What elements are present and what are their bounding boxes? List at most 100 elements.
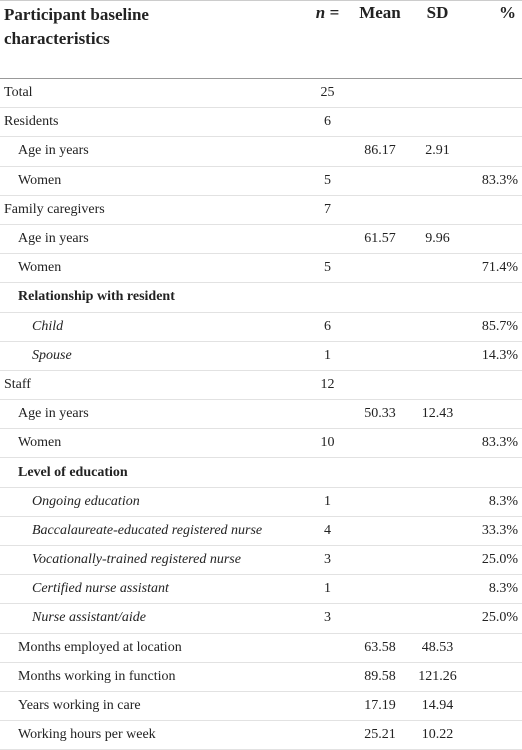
sd-value: 48.53: [410, 633, 465, 663]
percent-value: 25.0%: [465, 603, 522, 634]
percent-value: [465, 662, 522, 692]
mean-value: 17.19: [350, 691, 410, 722]
table-row: Years working in care 17.19 14.94: [0, 691, 522, 722]
mean-value: [350, 107, 410, 138]
mean-value: [350, 428, 410, 459]
n-value: [305, 633, 350, 663]
n-value: 1: [305, 487, 350, 517]
mean-value: [350, 78, 410, 109]
row-label: Total: [0, 78, 305, 109]
table-row: Ongoing education 1 8.3%: [0, 487, 522, 517]
row-label: Age in years: [0, 399, 305, 430]
row-label: Relationship with resident: [0, 282, 305, 313]
percent-value: [465, 136, 522, 167]
n-value: 7: [305, 195, 350, 225]
sd-value: 121.26: [410, 662, 465, 692]
sd-value: [410, 516, 465, 547]
header-n: n =: [305, 0, 350, 79]
row-label: Baccalaureate-educated registered nurse: [0, 516, 305, 547]
sd-value: 14.94: [410, 691, 465, 722]
mean-value: [350, 341, 410, 371]
table-row: Certified nurse assistant 1 8.3%: [0, 574, 522, 605]
row-label: Spouse: [0, 341, 305, 371]
row-label: Staff: [0, 370, 305, 401]
percent-value: 85.7%: [465, 312, 522, 342]
sd-value: [410, 457, 465, 488]
mean-value: [350, 282, 410, 313]
n-value: 3: [305, 603, 350, 634]
mean-value: 25.21: [350, 720, 410, 750]
n-value: 4: [305, 516, 350, 547]
percent-value: 33.3%: [465, 516, 522, 547]
mean-value: [350, 516, 410, 547]
table-row: Baccalaureate-educated registered nurse 4…: [0, 516, 522, 547]
row-label: Vocationally-trained registered nurse: [0, 545, 305, 576]
row-label: Nurse assistant/aide: [0, 603, 305, 634]
mean-value: 89.58: [350, 662, 410, 692]
table-row: Spouse 1 14.3%: [0, 341, 522, 371]
row-label: Residents: [0, 107, 305, 138]
row-label: Women: [0, 253, 305, 284]
percent-value: [465, 691, 522, 722]
n-value: [305, 224, 350, 255]
percent-value: [465, 282, 522, 313]
table-row: Child 6 85.7%: [0, 312, 522, 342]
sd-value: [410, 195, 465, 225]
mean-value: [350, 603, 410, 634]
header-mean: Mean: [350, 0, 410, 79]
row-label: Years working in care: [0, 691, 305, 722]
row-label: Level of education: [0, 457, 305, 488]
row-label: Ongoing education: [0, 487, 305, 517]
table-body: Total 25 Residents 6 Age in years 86.17 2.91 Wo…: [0, 78, 522, 750]
n-value: [305, 399, 350, 430]
sd-value: [410, 107, 465, 138]
sd-value: [410, 166, 465, 196]
sd-value: 9.96: [410, 224, 465, 255]
n-value: 1: [305, 341, 350, 371]
row-label: Working hours per week: [0, 720, 305, 750]
row-label: Months working in function: [0, 662, 305, 692]
percent-value: [465, 633, 522, 663]
row-label: Child: [0, 312, 305, 342]
n-value: 3: [305, 545, 350, 576]
percent-value: [465, 370, 522, 401]
percent-value: [465, 224, 522, 255]
n-value: 1: [305, 574, 350, 605]
n-value: [305, 691, 350, 722]
table-row: Total 25: [0, 78, 522, 109]
table-row: Women 5 83.3%: [0, 166, 522, 196]
n-value: 12: [305, 370, 350, 401]
header-pct: %: [465, 0, 522, 79]
table-row: Residents 6: [0, 107, 522, 138]
header-sd: SD: [410, 0, 465, 79]
n-value: 5: [305, 166, 350, 196]
percent-value: 25.0%: [465, 545, 522, 576]
mean-value: [350, 370, 410, 401]
mean-value: 61.57: [350, 224, 410, 255]
n-value: 5: [305, 253, 350, 284]
table-row: Months working in function 89.58 121.26: [0, 662, 522, 692]
percent-value: 71.4%: [465, 253, 522, 284]
sd-value: [410, 282, 465, 313]
n-value: 6: [305, 312, 350, 342]
percent-value: 83.3%: [465, 428, 522, 459]
row-label: Months employed at location: [0, 633, 305, 663]
table-header: Participant baseline characteristics n =…: [0, 0, 522, 79]
mean-value: [350, 457, 410, 488]
table-row: Months employed at location 63.58 48.53: [0, 633, 522, 663]
table-row: Vocationally-trained registered nurse 3 25…: [0, 545, 522, 576]
percent-value: [465, 457, 522, 488]
mean-value: [350, 166, 410, 196]
mean-value: [350, 574, 410, 605]
sd-value: [410, 574, 465, 605]
table-row: Relationship with resident: [0, 282, 522, 313]
n-value: [305, 282, 350, 313]
table-row: Working hours per week 25.21 10.22: [0, 720, 522, 750]
percent-value: 83.3%: [465, 166, 522, 196]
sd-value: [410, 253, 465, 284]
n-value: [305, 457, 350, 488]
row-label: Age in years: [0, 136, 305, 167]
percent-value: [465, 399, 522, 430]
table-row: Age in years 61.57 9.96: [0, 224, 522, 255]
